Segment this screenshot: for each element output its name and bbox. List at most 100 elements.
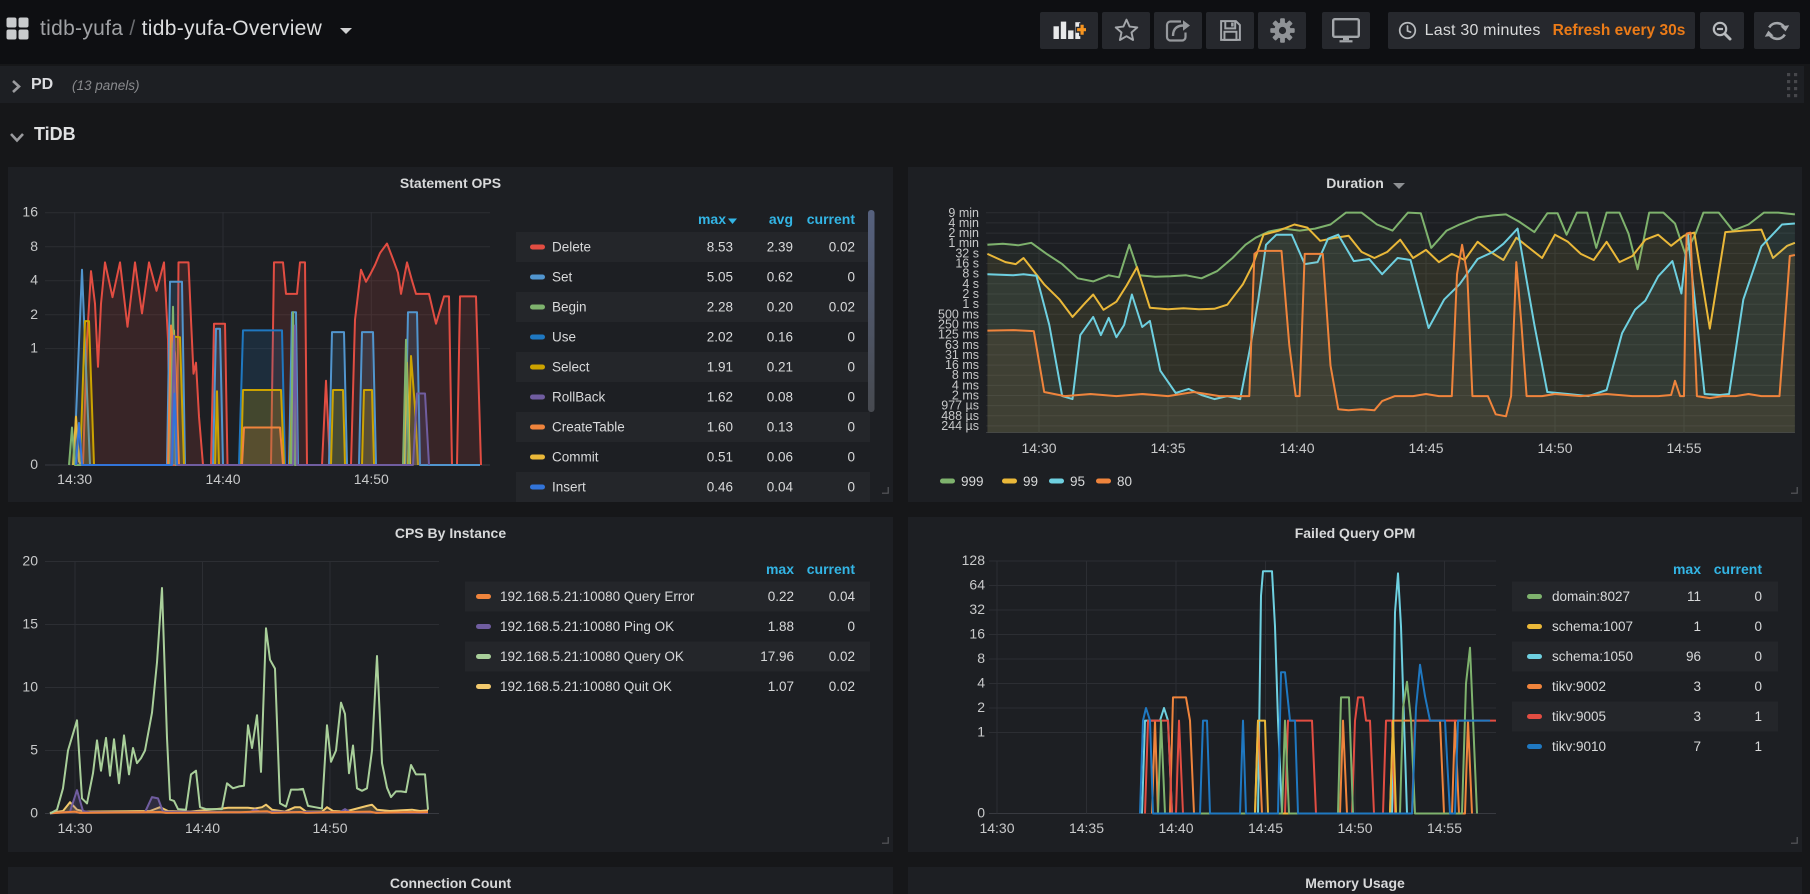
svg-text:4: 4 [977, 675, 985, 691]
svg-text:8.53: 8.53 [707, 240, 733, 255]
svg-text:1: 1 [30, 340, 38, 356]
svg-text:4: 4 [30, 272, 38, 288]
svg-text:977 µs: 977 µs [941, 399, 979, 413]
svg-text:7: 7 [1693, 739, 1701, 754]
svg-text:current: current [807, 561, 856, 577]
svg-text:0: 0 [30, 805, 38, 821]
svg-text:999: 999 [961, 474, 984, 489]
svg-text:1.60: 1.60 [707, 420, 733, 435]
svg-text:Delete: Delete [552, 240, 591, 255]
svg-text:192.168.5.21:10080 Query Error: 192.168.5.21:10080 Query Error [500, 589, 695, 604]
svg-text:4 ms: 4 ms [952, 378, 979, 392]
svg-text:2.39: 2.39 [767, 240, 793, 255]
svg-text:8: 8 [30, 238, 38, 254]
svg-text:95: 95 [1070, 474, 1085, 489]
svg-text:schema:1050: schema:1050 [1552, 649, 1633, 664]
svg-text:14:30: 14:30 [57, 820, 92, 836]
svg-text:0: 0 [847, 390, 855, 405]
svg-text:1.91: 1.91 [707, 360, 733, 375]
svg-text:0.22: 0.22 [768, 589, 794, 604]
svg-text:1: 1 [1754, 739, 1762, 754]
svg-text:80: 80 [1117, 474, 1132, 489]
svg-text:192.168.5.21:10080 Query OK: 192.168.5.21:10080 Query OK [500, 649, 684, 664]
svg-text:3: 3 [1693, 709, 1701, 724]
svg-text:0.20: 0.20 [767, 300, 793, 315]
svg-text:avg: avg [769, 211, 793, 227]
svg-text:1.88: 1.88 [768, 619, 794, 634]
svg-text:14:40: 14:40 [1158, 820, 1193, 836]
svg-text:2 ms: 2 ms [952, 389, 979, 403]
svg-text:14:35: 14:35 [1069, 820, 1104, 836]
svg-text:14:50: 14:50 [312, 820, 347, 836]
svg-text:Select: Select [552, 360, 590, 375]
svg-text:0.02: 0.02 [829, 300, 855, 315]
svg-text:0.06: 0.06 [767, 450, 793, 465]
svg-text:14:35: 14:35 [1150, 440, 1185, 456]
svg-text:16 ms: 16 ms [945, 358, 979, 372]
svg-text:0: 0 [847, 360, 855, 375]
svg-text:5: 5 [30, 742, 38, 758]
svg-text:8 ms: 8 ms [952, 368, 979, 382]
svg-text:11: 11 [1687, 589, 1701, 604]
svg-text:125 ms: 125 ms [938, 328, 979, 342]
svg-text:current: current [807, 211, 856, 227]
svg-text:0.13: 0.13 [767, 420, 793, 435]
svg-text:tikv:9010: tikv:9010 [1552, 739, 1606, 754]
svg-text:4 s: 4 s [962, 277, 979, 291]
svg-text:3: 3 [1693, 679, 1701, 694]
svg-text:0: 0 [847, 619, 855, 634]
svg-text:16 s: 16 s [955, 257, 979, 271]
svg-text:0.02: 0.02 [829, 240, 855, 255]
svg-text:14:50: 14:50 [1337, 820, 1372, 836]
svg-text:0: 0 [847, 330, 855, 345]
svg-text:0: 0 [1754, 649, 1762, 664]
svg-text:2: 2 [30, 306, 38, 322]
svg-text:14:40: 14:40 [1279, 440, 1314, 456]
svg-text:0.21: 0.21 [767, 360, 793, 375]
svg-text:0.04: 0.04 [829, 589, 856, 604]
svg-text:10: 10 [22, 679, 38, 695]
svg-text:0.16: 0.16 [767, 330, 793, 345]
svg-text:8 s: 8 s [962, 267, 979, 281]
svg-text:0.08: 0.08 [767, 390, 793, 405]
svg-text:0: 0 [1754, 589, 1762, 604]
svg-text:2 min: 2 min [948, 226, 979, 240]
svg-text:0.02: 0.02 [829, 679, 855, 694]
svg-text:32 s: 32 s [955, 246, 979, 260]
svg-text:0: 0 [847, 270, 855, 285]
svg-text:14:50: 14:50 [354, 471, 389, 487]
svg-text:Set: Set [552, 270, 573, 285]
svg-text:1: 1 [977, 724, 985, 740]
svg-text:max: max [1673, 561, 1701, 577]
svg-text:32: 32 [969, 601, 985, 617]
svg-text:current: current [1714, 561, 1763, 577]
svg-text:Insert: Insert [552, 480, 586, 495]
svg-text:2.28: 2.28 [707, 300, 733, 315]
svg-text:128: 128 [962, 552, 986, 568]
svg-text:14:30: 14:30 [979, 820, 1014, 836]
svg-text:tikv:9005: tikv:9005 [1552, 709, 1606, 724]
svg-text:1: 1 [1693, 619, 1701, 634]
svg-text:64: 64 [969, 577, 985, 593]
svg-text:0.62: 0.62 [767, 270, 793, 285]
svg-text:17.96: 17.96 [760, 649, 794, 664]
svg-text:14:55: 14:55 [1427, 820, 1462, 836]
svg-text:2 s: 2 s [962, 287, 979, 301]
svg-text:1: 1 [1754, 709, 1762, 724]
svg-text:20: 20 [22, 553, 38, 569]
svg-text:14:30: 14:30 [1021, 440, 1056, 456]
svg-text:0: 0 [1754, 619, 1762, 634]
svg-text:0.51: 0.51 [707, 450, 733, 465]
svg-text:Use: Use [552, 330, 576, 345]
svg-text:tikv:9002: tikv:9002 [1552, 679, 1606, 694]
svg-text:0: 0 [977, 805, 985, 821]
svg-text:0: 0 [847, 450, 855, 465]
svg-text:2.02: 2.02 [707, 330, 733, 345]
svg-text:192.168.5.21:10080 Ping OK: 192.168.5.21:10080 Ping OK [500, 619, 674, 634]
svg-text:max: max [766, 561, 794, 577]
svg-text:31 ms: 31 ms [945, 348, 979, 362]
svg-text:0.02: 0.02 [829, 649, 855, 664]
svg-text:14:30: 14:30 [57, 471, 92, 487]
svg-text:4 min: 4 min [948, 216, 979, 230]
svg-text:1 min: 1 min [948, 236, 979, 250]
